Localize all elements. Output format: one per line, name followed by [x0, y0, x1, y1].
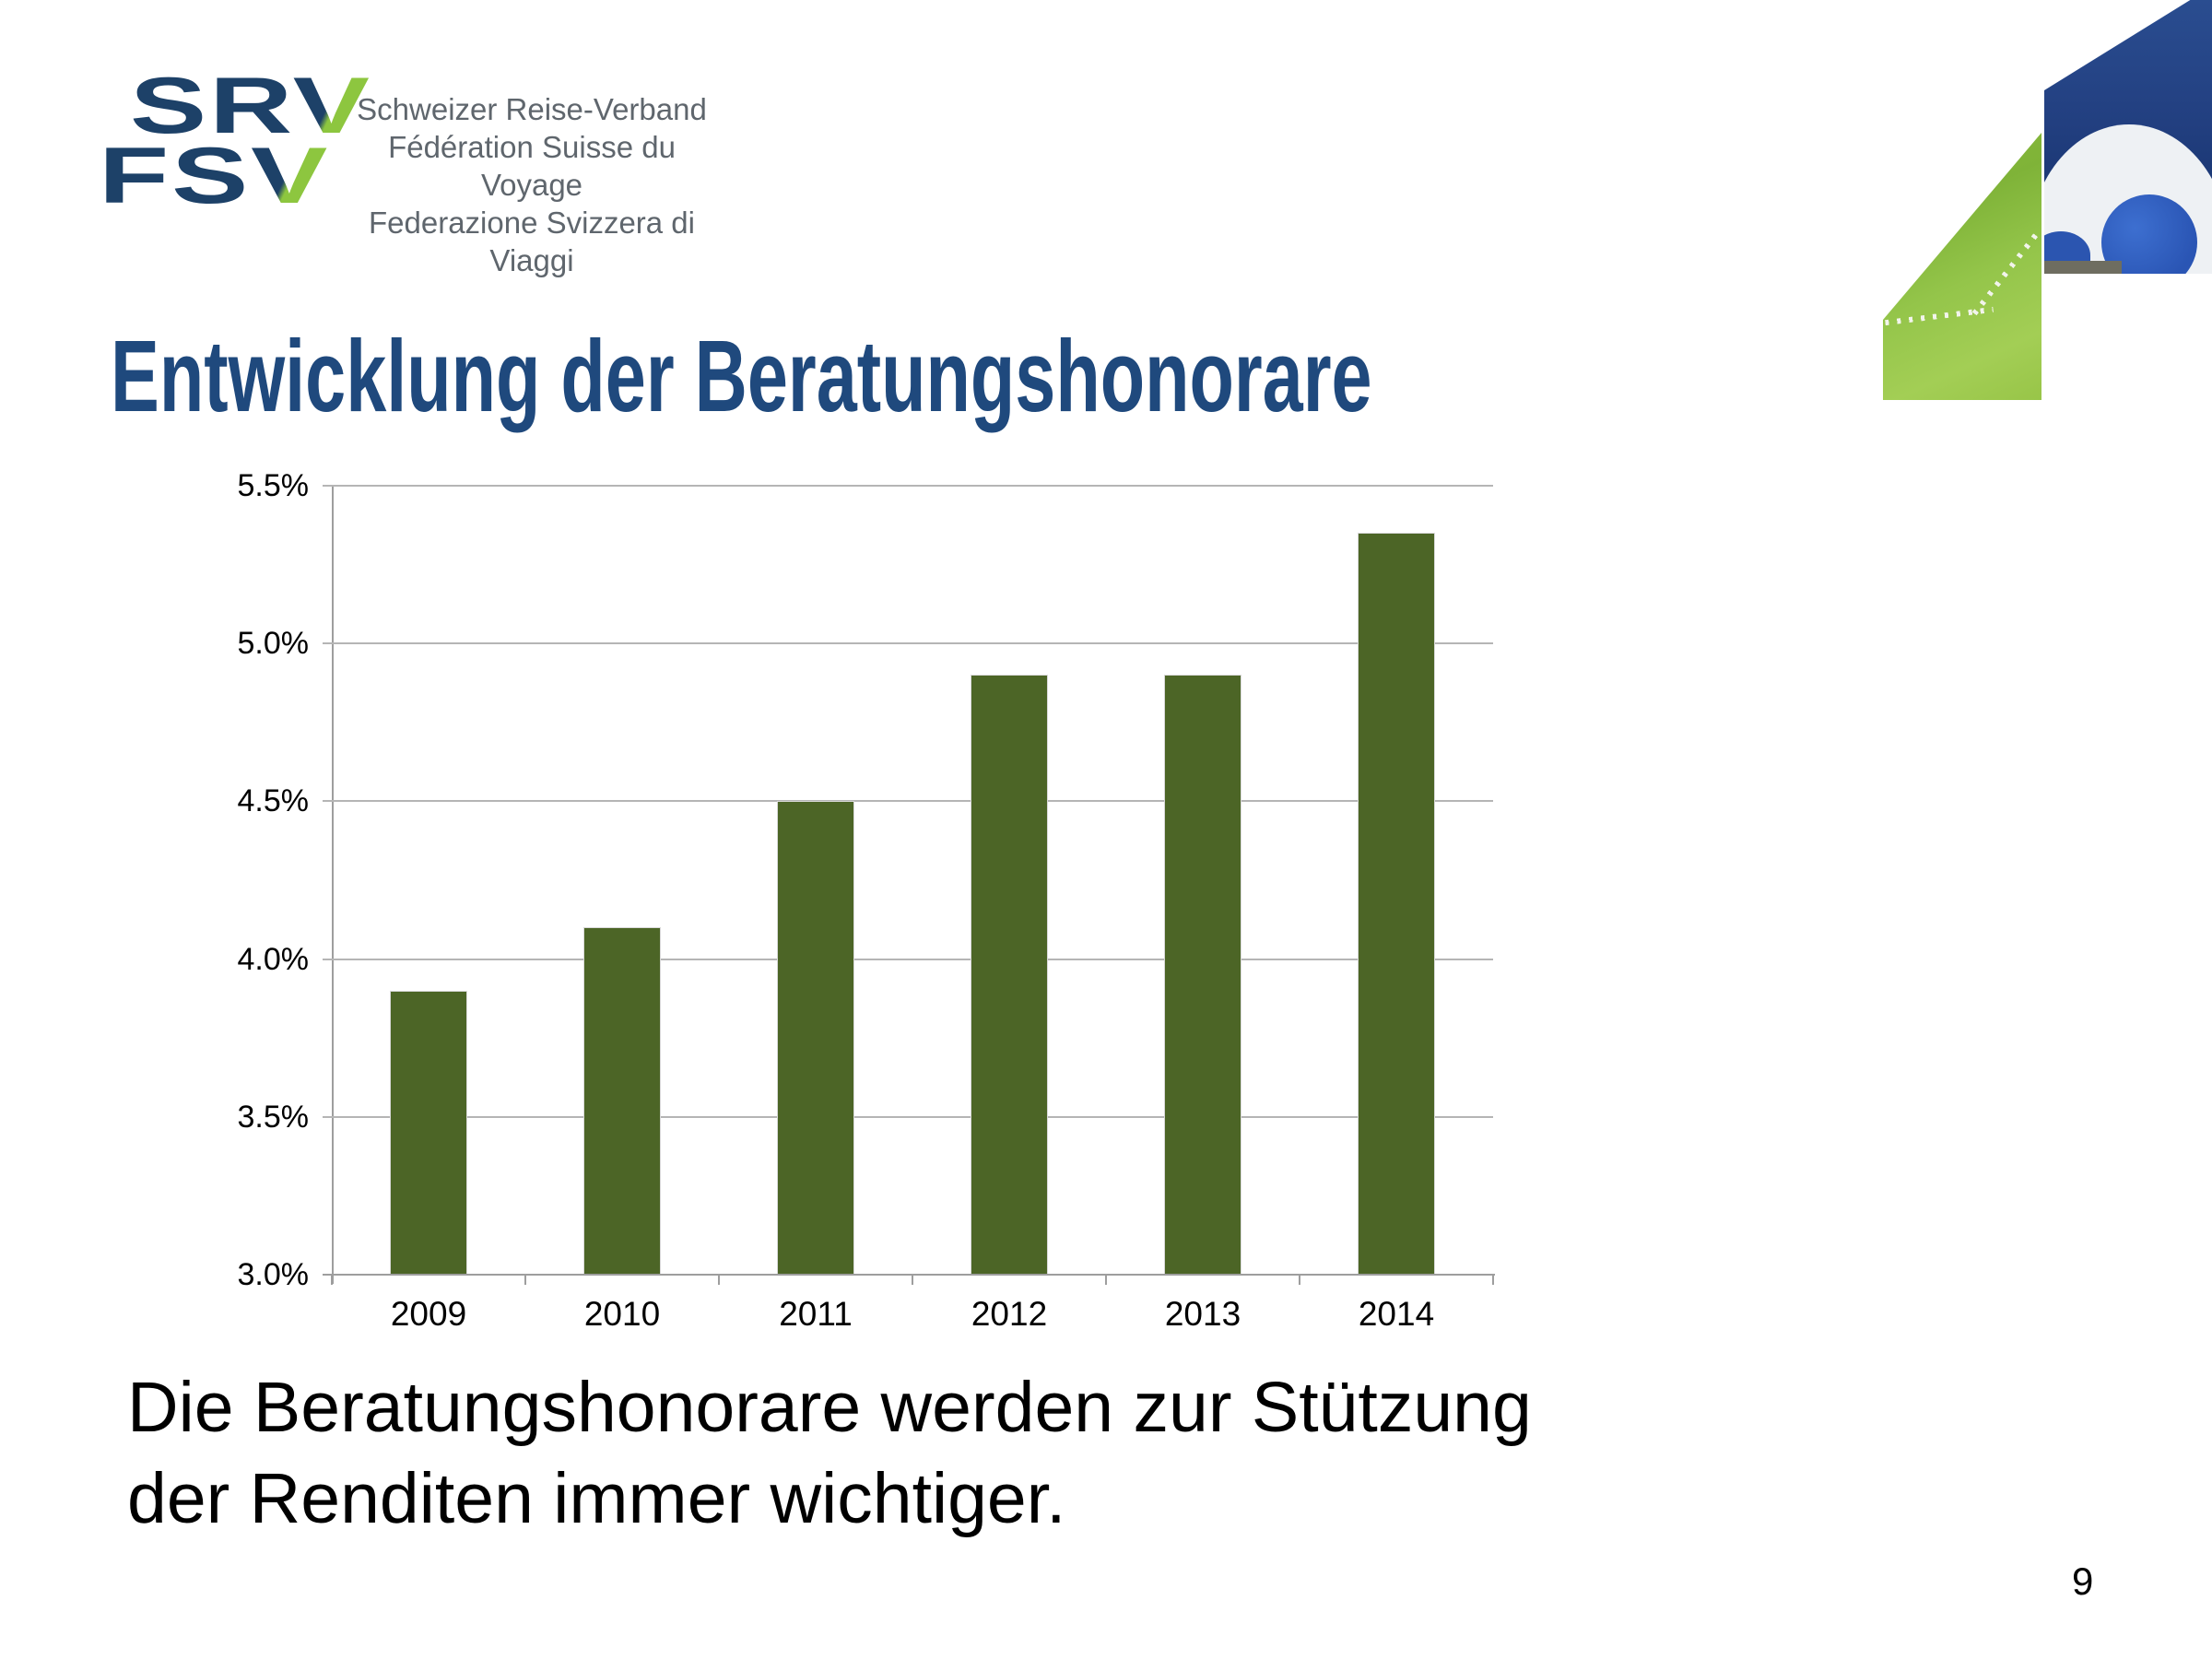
logo-subtitle-line-it: Federazione Svizzera di Viaggi	[368, 206, 695, 277]
logo-line-fsv: FSV	[99, 136, 330, 216]
ground-strip	[2044, 261, 2122, 274]
y-tick-label: 3.5%	[237, 1099, 310, 1135]
x-category-label: 2013	[1164, 1295, 1241, 1333]
body-text-line-2: der Renditen immer wichtiger.	[127, 1459, 1066, 1538]
x-axis-tick	[524, 1275, 526, 1285]
gridline	[323, 642, 1493, 645]
y-tick-label: 4.0%	[237, 941, 310, 977]
bar-2012	[971, 675, 1048, 1275]
logo-fsv-v: V	[251, 132, 331, 220]
gridline	[323, 800, 1493, 803]
logo-subtitle-line-de: Schweizer Reise-Verband	[357, 92, 707, 126]
logo-srv-prefix: SR	[130, 62, 293, 150]
x-category-label: 2010	[583, 1295, 661, 1333]
logo-subtitle-line-fr: Fédération Suisse du Voyage	[388, 130, 676, 202]
x-axis-tick	[1299, 1275, 1300, 1285]
y-tick-label: 3.0%	[237, 1257, 310, 1292]
bar-2010	[583, 927, 661, 1275]
body-text-line-1: Die Beratungshonorare werden zur Stützun…	[127, 1368, 1532, 1447]
logo-fsv-prefix: FS	[99, 132, 252, 220]
photo-meadow-parallelogram	[1883, 133, 2041, 400]
meadow-fence-line	[1971, 231, 2040, 316]
x-axis-tick	[912, 1275, 913, 1285]
logo-line-srv: SRV	[130, 66, 372, 146]
y-tick-label: 5.5%	[237, 468, 310, 503]
page-number: 9	[2072, 1559, 2094, 1603]
gridline	[323, 485, 1493, 487]
x-axis-tick	[331, 1275, 333, 1285]
x-axis-line	[323, 1274, 1495, 1276]
bar-2013	[1164, 675, 1241, 1275]
y-axis-line	[332, 486, 334, 1284]
bar-2009	[390, 990, 467, 1275]
x-axis-tick	[718, 1275, 720, 1285]
logo-subtitle: Schweizer Reise-Verband Fédération Suiss…	[343, 90, 721, 279]
plot-area: 2009 2010 2011 2012 2013 2014	[323, 485, 1494, 1333]
page-title: Entwicklung der Beratungshonorare	[111, 320, 1372, 433]
x-axis-tick	[1105, 1275, 1107, 1285]
x-category-label: 2009	[390, 1295, 467, 1333]
photo-sea-dome-parallelogram	[2044, 0, 2212, 274]
gridline	[323, 1115, 1493, 1118]
logo-srv-v: V	[292, 62, 372, 150]
y-tick-label: 5.0%	[237, 626, 310, 662]
x-category-label: 2012	[971, 1295, 1048, 1333]
blue-dome	[2101, 194, 2197, 274]
y-tick-label: 4.5%	[237, 783, 310, 819]
gridline	[323, 958, 1493, 960]
x-axis-tick	[1492, 1275, 1494, 1285]
x-category-label: 2011	[779, 1295, 853, 1333]
x-category-label: 2014	[1358, 1295, 1435, 1333]
body-text: Die Beratungshonorare werden zur Stützun…	[127, 1362, 1532, 1545]
bar-2014	[1358, 533, 1435, 1275]
bar-2011	[777, 801, 854, 1275]
